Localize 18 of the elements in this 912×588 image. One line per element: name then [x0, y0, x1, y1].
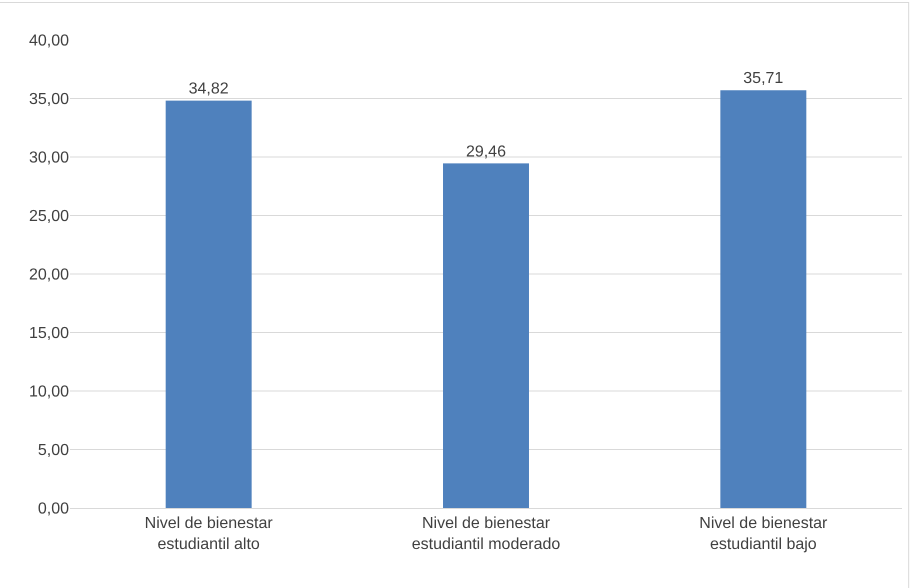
y-tick-label: 20,00 — [28, 266, 70, 284]
y-tick-label: 35,00 — [28, 91, 70, 108]
data-label: 35,71 — [743, 70, 784, 88]
bar — [720, 90, 806, 508]
x-tick-label: Nivel de bienestar estudiantil alto — [144, 515, 274, 553]
y-tick-label: 30,00 — [28, 150, 70, 167]
y-tick-label: 5,00 — [38, 442, 70, 460]
y-tick-label: 10,00 — [28, 384, 70, 401]
y-tick-label: 0,00 — [38, 500, 70, 518]
bar — [443, 163, 529, 508]
y-tick-label: 25,00 — [28, 208, 70, 226]
bar — [166, 100, 252, 508]
x-tick-label: Nivel de bienestar estudiantil moderado — [412, 515, 560, 553]
x-tick-label: Nivel de bienestar estudiantil bajo — [699, 515, 828, 553]
y-tick-label: 40,00 — [28, 32, 70, 50]
data-label: 34,82 — [188, 80, 229, 98]
data-label: 29,46 — [466, 143, 506, 160]
y-tick-label: 15,00 — [28, 325, 70, 342]
